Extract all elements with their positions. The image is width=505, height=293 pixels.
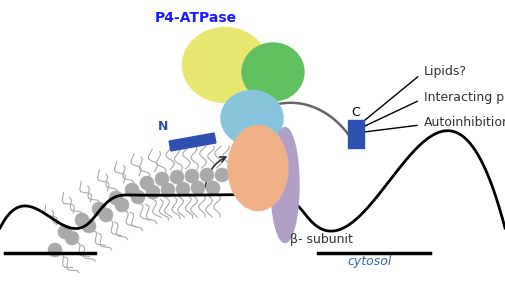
FancyArrow shape <box>169 133 216 151</box>
Circle shape <box>161 183 175 197</box>
Circle shape <box>75 213 89 227</box>
Text: P4-ATPase: P4-ATPase <box>155 11 237 25</box>
Circle shape <box>155 172 169 186</box>
Circle shape <box>82 219 96 233</box>
Bar <box>348 120 364 148</box>
Circle shape <box>146 185 160 199</box>
Circle shape <box>200 168 214 182</box>
Text: β- subunit: β- subunit <box>290 234 353 246</box>
Ellipse shape <box>221 91 283 146</box>
Circle shape <box>99 208 113 222</box>
Ellipse shape <box>271 127 299 243</box>
Ellipse shape <box>182 28 268 103</box>
Text: Interacting proteins?: Interacting proteins? <box>424 91 505 103</box>
Circle shape <box>48 243 62 257</box>
Circle shape <box>176 182 190 196</box>
Circle shape <box>125 183 139 197</box>
Circle shape <box>191 181 205 195</box>
Circle shape <box>92 202 106 216</box>
Circle shape <box>115 198 129 212</box>
Text: Autoinhibition?: Autoinhibition? <box>424 115 505 129</box>
Circle shape <box>109 191 123 205</box>
Circle shape <box>170 170 184 184</box>
Text: cytosol: cytosol <box>348 255 392 268</box>
Circle shape <box>58 225 72 239</box>
Text: C: C <box>351 105 361 118</box>
Circle shape <box>65 231 79 245</box>
Circle shape <box>206 181 220 195</box>
Circle shape <box>140 176 154 190</box>
Text: N: N <box>158 120 168 134</box>
Circle shape <box>215 168 229 182</box>
Ellipse shape <box>228 125 288 210</box>
Text: Lipids?: Lipids? <box>424 66 467 79</box>
Circle shape <box>131 190 145 204</box>
Circle shape <box>185 169 199 183</box>
Ellipse shape <box>242 43 304 101</box>
